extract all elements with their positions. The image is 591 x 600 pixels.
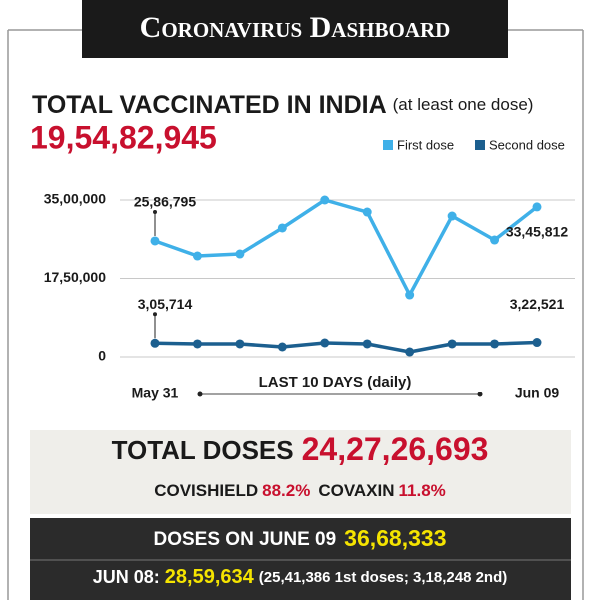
- chart-subtitle: (at least one dose): [393, 95, 534, 114]
- total-doses-label: TOTAL DOSES: [112, 435, 294, 465]
- legend-label: First dose: [397, 137, 454, 152]
- vaccine-share-line: COVISHIELD 88.2% COVAXIN 11.8%: [154, 481, 446, 500]
- point: [490, 339, 500, 349]
- total-vaccinated: 19,54,82,945: [30, 119, 217, 155]
- point: [235, 249, 245, 259]
- point: [320, 195, 330, 205]
- x-axis-label: LAST 10 DAYS (daily): [259, 374, 412, 391]
- value-label: 33,45,812: [506, 224, 568, 240]
- covishield-label: COVISHIELD: [154, 481, 258, 500]
- y-tick-label: 17,50,000: [44, 269, 106, 285]
- series-line: [154, 198, 539, 297]
- label-leader-dot: [153, 312, 157, 317]
- value-label: 3,05,714: [138, 296, 193, 312]
- x-tick-label: May 31: [132, 385, 179, 401]
- prev-detail: (25,41,386 1st doses; 3,18,248 2nd): [259, 569, 507, 586]
- y-tick-label: 0: [98, 348, 106, 364]
- label-leader-dot: [153, 209, 157, 214]
- point: [277, 342, 287, 352]
- point: [192, 339, 202, 349]
- point: [405, 347, 415, 357]
- point: [447, 211, 457, 221]
- series-line: [154, 340, 538, 354]
- point: [362, 207, 372, 217]
- today-label: DOSES ON JUNE 09: [154, 529, 337, 550]
- header-box: [82, 0, 508, 58]
- value-label: 25,86,795: [134, 194, 196, 210]
- chart-title-line: TOTAL VACCINATED IN INDIA (at least one d…: [32, 91, 533, 119]
- point: [235, 339, 245, 349]
- x-label-bg: [340, 374, 485, 392]
- prev-value: 28,59,634: [165, 566, 255, 588]
- chart-title: TOTAL VACCINATED IN INDIA: [32, 91, 387, 119]
- point: [532, 202, 542, 212]
- covaxin-label: COVAXIN: [318, 481, 394, 500]
- point: [150, 236, 160, 246]
- point: [447, 339, 457, 349]
- covaxin-value: 11.8%: [399, 481, 446, 500]
- value-label: 3,22,521: [510, 296, 565, 312]
- today-line: DOSES ON JUNE 09 36,68,333: [154, 525, 447, 551]
- point: [320, 338, 330, 348]
- point: [192, 251, 202, 261]
- prev-label: JUN 08:: [93, 567, 160, 587]
- legend-label: Second dose: [489, 137, 565, 152]
- point: [277, 223, 287, 233]
- total-doses-line: TOTAL DOSES 24,27,26,693: [112, 431, 489, 467]
- point: [362, 339, 372, 349]
- total-doses-value: 24,27,26,693: [302, 431, 489, 467]
- line-chart: 0 17,50,000 35,00,000 May 31 Jun 09 25,86,795…: [44, 137, 575, 401]
- covishield-value: 88.2%: [262, 481, 310, 500]
- totals-panel: [30, 430, 571, 514]
- point: [150, 338, 160, 348]
- point: [490, 235, 500, 245]
- x-axis-dot: [477, 391, 483, 397]
- point: [405, 290, 415, 300]
- y-tick-label: 35,00,000: [44, 191, 106, 207]
- daily-panel: [30, 518, 571, 600]
- x-axis-dot: [197, 391, 203, 397]
- today-value: 36,68,333: [344, 525, 446, 551]
- legend-swatch: [475, 140, 485, 150]
- legend-swatch: [383, 140, 393, 150]
- prev-line: JUN 08: 28,59,634 (25,41,386 1st doses; 3,…: [93, 566, 508, 588]
- point: [532, 338, 542, 348]
- x-tick-label: Jun 09: [515, 385, 560, 401]
- header-title: Coronavirus Dashboard: [140, 11, 451, 44]
